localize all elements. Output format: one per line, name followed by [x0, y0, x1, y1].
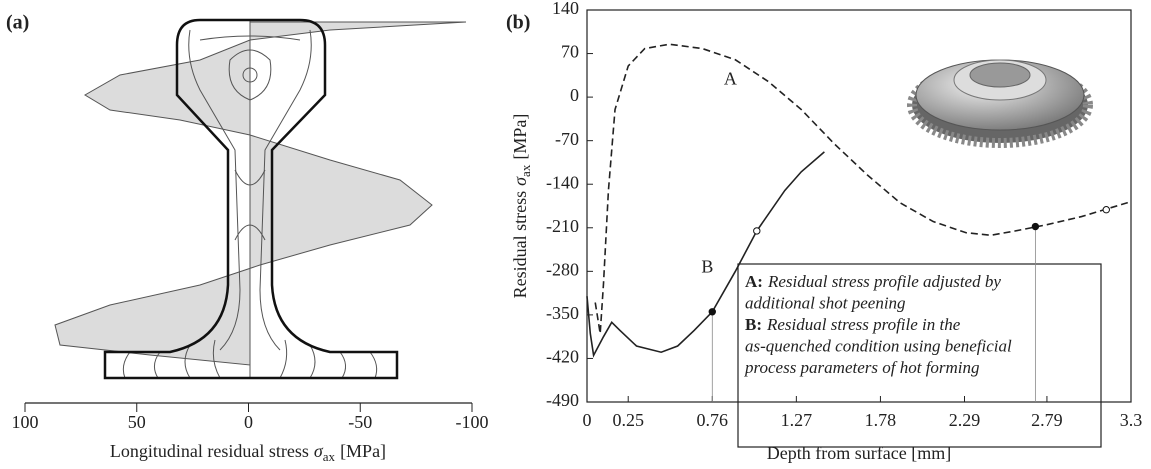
- marker: [708, 308, 716, 316]
- axis-title-subscript: ax: [323, 449, 336, 464]
- marker: [753, 227, 761, 235]
- x-tick-label: -50: [348, 412, 372, 432]
- legend-key: A:: [745, 272, 763, 291]
- y-tick-label: -210: [546, 216, 579, 236]
- x-tick-label: 0: [583, 410, 592, 430]
- y-tick-label: -70: [555, 129, 579, 149]
- y-tick-label: -140: [546, 172, 579, 192]
- axis-title-symbol: σ: [314, 441, 324, 461]
- series-line: [594, 43, 1132, 334]
- axis-title-unit: [MPa]: [510, 114, 530, 160]
- axis-title: Residual stress σax [MPa]: [510, 114, 533, 299]
- y-tick-label: 140: [552, 0, 579, 18]
- y-tick-label: -420: [546, 347, 579, 367]
- axis-title-unit: [MPa]: [340, 441, 386, 461]
- x-tick-label: 3.3: [1120, 410, 1143, 430]
- panel-label: (a): [6, 12, 29, 34]
- x-tick-label: 2.79: [1031, 410, 1063, 430]
- x-axis-title: Depth from surface [mm]: [767, 443, 951, 463]
- axis-title-text: Longitudinal residual stress: [110, 441, 309, 461]
- y-tick-label: 70: [561, 42, 579, 62]
- legend-line: as-quenched condition using beneficial: [745, 336, 1012, 355]
- series-line: [586, 151, 825, 358]
- legend-line: additional shot peening: [745, 293, 906, 312]
- legend-line: process parameters of hot forming: [744, 358, 980, 377]
- axis-title-text: Residual stress: [510, 191, 530, 299]
- legend-text: additional shot peening: [745, 293, 906, 312]
- marker: [1102, 206, 1110, 214]
- x-tick-label: -100: [456, 412, 489, 432]
- y-tick-label: 0: [570, 85, 579, 105]
- x-tick-label: 1.27: [781, 410, 813, 430]
- contours: [122, 20, 378, 379]
- legend-key: B:: [745, 315, 762, 334]
- axis-title: Longitudinal residual stress σax [MPa]: [110, 441, 386, 464]
- y-tick-label: -280: [546, 259, 579, 279]
- rail-diagram: [25, 18, 472, 404]
- x-tick-label: 50: [128, 412, 146, 432]
- legend-text: process parameters of hot forming: [744, 358, 980, 377]
- series-label: B: [701, 256, 713, 276]
- axis-title-symbol: σ: [510, 176, 530, 186]
- gear-image: [907, 59, 1093, 148]
- legend-box: [737, 263, 1102, 448]
- y-tick-label: -350: [546, 303, 579, 323]
- y-tick-label: -490: [546, 390, 579, 410]
- legend-text: A: Residual stress profile adjusted by: [745, 272, 1001, 291]
- x-tick-label: 0.76: [697, 410, 729, 430]
- x-tick-label: 0.25: [612, 410, 644, 430]
- legend-line: Residual stress profile in the: [766, 315, 961, 334]
- plot-frame: [586, 9, 1132, 403]
- x-tick-label: 2.29: [949, 410, 981, 430]
- rail-outline: [103, 18, 399, 380]
- x-tick-label: 1.78: [865, 410, 897, 430]
- legend-text: as-quenched condition using beneficial: [745, 336, 1012, 355]
- marker: [1031, 222, 1040, 231]
- panel-label: (b): [506, 12, 530, 34]
- axis-title-subscript: ax: [518, 164, 533, 177]
- stress-profile: [54, 21, 467, 366]
- legend-line: Residual stress profile adjusted by: [767, 272, 1001, 291]
- legend-text: B: Residual stress profile in the: [745, 315, 961, 334]
- x-tick-label: 100: [12, 412, 39, 432]
- series-label: A: [724, 68, 737, 88]
- x-tick-label: 0: [244, 412, 253, 432]
